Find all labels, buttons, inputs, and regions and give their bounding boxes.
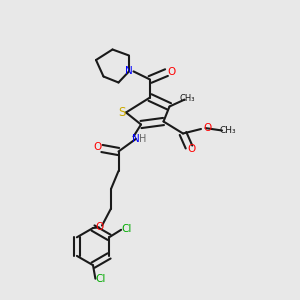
Text: O: O (203, 123, 211, 133)
Text: O: O (95, 222, 103, 233)
Text: Cl: Cl (121, 224, 132, 234)
Text: Cl: Cl (96, 274, 106, 284)
Text: O: O (93, 142, 101, 152)
Text: S: S (119, 106, 126, 119)
Text: O: O (187, 143, 196, 154)
Text: N: N (132, 134, 140, 144)
Text: CH₃: CH₃ (219, 126, 236, 135)
Text: CH₃: CH₃ (180, 94, 195, 103)
Text: H: H (139, 134, 146, 145)
Text: N: N (125, 66, 133, 76)
Text: O: O (167, 67, 175, 77)
